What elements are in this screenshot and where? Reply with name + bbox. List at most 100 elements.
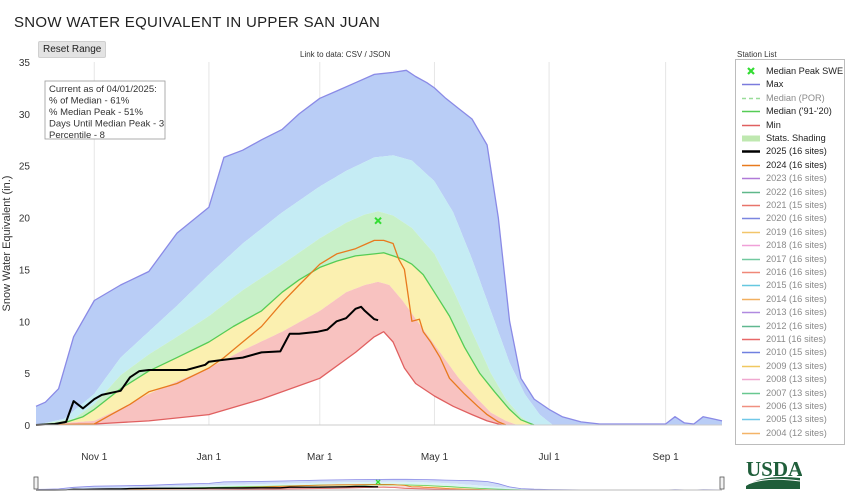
navigator-peak-marker bbox=[375, 479, 381, 485]
legend-item[interactable]: 2014 (16 sites) bbox=[736, 293, 844, 306]
y-tick-label: 20 bbox=[19, 214, 31, 225]
legend-label: 2017 (16 sites) bbox=[766, 253, 827, 264]
info-box-line: Days Until Median Peak - 3 bbox=[49, 119, 164, 130]
legend-label: 2013 (16 sites) bbox=[766, 307, 827, 318]
legend: Median Peak SWE Max Median (POR) Median ('9… bbox=[735, 59, 845, 445]
legend-label: Median Peak SWE bbox=[766, 66, 844, 76]
legend-item[interactable]: Median (POR) bbox=[736, 92, 844, 105]
series-line-min bbox=[35, 331, 503, 426]
info-box-line: % Median Peak - 51% bbox=[49, 107, 144, 118]
x-tick-label: Mar 1 bbox=[307, 452, 333, 463]
legend-item[interactable]: 2018 (16 sites) bbox=[736, 239, 844, 252]
navigator-band bbox=[36, 485, 722, 490]
legend-label: 2010 (15 sites) bbox=[766, 347, 827, 358]
usda-logo: USDA bbox=[745, 457, 802, 489]
legend-symbol bbox=[742, 338, 760, 341]
legend-item[interactable]: 2004 (12 sites) bbox=[736, 427, 844, 440]
data-link[interactable]: Link to data: CSV / JSON bbox=[300, 50, 391, 59]
legend-symbol bbox=[742, 298, 760, 301]
legend-symbol bbox=[742, 97, 760, 100]
legend-item[interactable]: Stats. Shading bbox=[736, 132, 844, 145]
reset-range-button[interactable]: Reset Range bbox=[38, 41, 107, 58]
legend-item[interactable]: 2009 (13 sites) bbox=[736, 360, 844, 373]
legend-symbol bbox=[742, 365, 760, 368]
legend-symbol bbox=[742, 258, 760, 260]
y-tick-label: 25 bbox=[19, 162, 31, 173]
y-tick-label: 30 bbox=[19, 110, 31, 121]
legend-symbol bbox=[742, 177, 760, 180]
legend-item[interactable]: 2016 (16 sites) bbox=[736, 266, 844, 279]
legend-symbol bbox=[742, 204, 760, 207]
legend-item[interactable]: 2021 (15 sites) bbox=[736, 199, 844, 212]
legend-item[interactable]: 2022 (16 sites) bbox=[736, 186, 844, 199]
legend-item[interactable]: 2006 (13 sites) bbox=[736, 400, 844, 413]
y-tick-label: 35 bbox=[19, 58, 31, 69]
legend-item[interactable]: 2025 (16 sites) bbox=[736, 145, 844, 158]
legend-symbol bbox=[742, 218, 760, 220]
band-min-30th bbox=[36, 281, 722, 425]
legend-item[interactable]: 2012 (16 sites) bbox=[736, 320, 844, 333]
legend-item[interactable]: 2015 (16 sites) bbox=[736, 279, 844, 292]
band-70th-90th bbox=[36, 155, 722, 426]
legend-label: 2023 (16 sites) bbox=[766, 173, 827, 184]
legend-item[interactable]: 2010 (15 sites) bbox=[736, 346, 844, 359]
legend-label: Stats. Shading bbox=[766, 133, 826, 143]
legend-item[interactable]: 2013 (16 sites) bbox=[736, 306, 844, 319]
legend-item[interactable]: 2008 (13 sites) bbox=[736, 373, 844, 386]
legend-label: 2012 (16 sites) bbox=[766, 320, 827, 331]
usda-logo-text: USDA bbox=[746, 457, 802, 481]
legend-label: Median (POR) bbox=[766, 92, 825, 103]
legend-item[interactable]: Median Peak SWE bbox=[736, 65, 844, 78]
legend-label: 2011 (16 sites) bbox=[766, 334, 827, 344]
legend-item[interactable]: Max bbox=[736, 78, 844, 91]
navigator-handle-left[interactable] bbox=[33, 476, 39, 490]
legend-label: 2021 (15 sites) bbox=[766, 200, 827, 210]
legend-symbol bbox=[742, 84, 760, 86]
legend-item[interactable]: Median ('91-'20) bbox=[736, 105, 844, 118]
legend-label: Median ('91-'20) bbox=[766, 106, 832, 117]
legend-item[interactable]: 2019 (16 sites) bbox=[736, 226, 844, 239]
legend-item[interactable]: 2011 (16 sites) bbox=[736, 333, 844, 346]
legend-symbol bbox=[742, 432, 760, 435]
x-tick-label: Jul 1 bbox=[539, 452, 561, 463]
legend-label: 2005 (13 sites) bbox=[766, 414, 827, 425]
legend-symbol bbox=[747, 67, 755, 75]
legend-item[interactable]: 2023 (16 sites) bbox=[736, 172, 844, 185]
x-tick-label: May 1 bbox=[421, 452, 449, 463]
legend-label: 2004 (12 sites) bbox=[766, 427, 827, 438]
legend-item[interactable]: 2007 (13 sites) bbox=[736, 387, 844, 400]
legend-label: 2015 (16 sites) bbox=[766, 280, 827, 291]
legend-label: 2016 (16 sites) bbox=[766, 267, 827, 277]
legend-symbol bbox=[742, 311, 760, 314]
series-line-2025 bbox=[35, 305, 379, 426]
info-box-line: Percentile - 8 bbox=[49, 130, 105, 141]
legend-item[interactable]: 2020 (16 sites) bbox=[736, 212, 844, 225]
y-tick-label: 5 bbox=[24, 369, 30, 380]
legend-symbol bbox=[742, 405, 760, 408]
legend-symbol bbox=[742, 191, 760, 193]
legend-symbol bbox=[742, 419, 760, 421]
legend-symbol bbox=[742, 392, 760, 394]
legend-label: 2018 (16 sites) bbox=[766, 240, 827, 251]
legend-label: 2008 (13 sites) bbox=[766, 374, 827, 385]
navigator-handle-right[interactable] bbox=[719, 476, 725, 490]
station-list-heading: Station List bbox=[737, 50, 777, 59]
legend-item[interactable]: 2017 (16 sites) bbox=[736, 253, 844, 266]
legend-item[interactable]: 2005 (13 sites) bbox=[736, 413, 844, 426]
legend-symbol bbox=[742, 150, 760, 154]
median-peak-marker bbox=[374, 216, 382, 225]
series-line-2024 bbox=[35, 239, 507, 426]
legend-symbol bbox=[742, 231, 760, 234]
series-line-median bbox=[35, 252, 535, 426]
series-line-max bbox=[35, 69, 723, 425]
legend-symbol bbox=[742, 271, 760, 274]
legend-symbol bbox=[742, 110, 760, 113]
legend-label: 2025 (16 sites) bbox=[766, 146, 827, 157]
chart-title: SNOW WATER EQUIVALENT IN UPPER SAN JUAN bbox=[14, 14, 381, 31]
y-tick-label: 15 bbox=[19, 265, 31, 276]
navigator-series bbox=[36, 485, 379, 491]
band-90th-max bbox=[36, 70, 722, 426]
legend-item[interactable]: Min bbox=[736, 119, 844, 132]
legend-item[interactable]: 2024 (16 sites) bbox=[736, 159, 844, 172]
